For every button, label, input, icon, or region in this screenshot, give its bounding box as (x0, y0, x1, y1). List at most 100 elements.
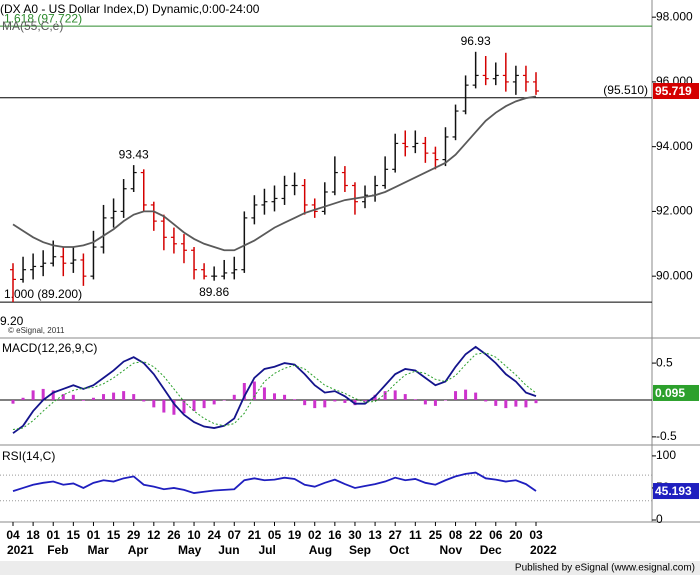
histogram-bar (484, 399, 488, 402)
histogram-bar (343, 399, 347, 403)
histogram-bar (413, 399, 417, 400)
series-line (12, 95, 537, 252)
x-month-label: Mar (87, 543, 109, 557)
last-value-label: 45.193 (655, 484, 692, 498)
histogram-bar (524, 399, 528, 408)
histogram-bar (363, 399, 367, 402)
legend-entry: RSI(14,C) (2, 449, 55, 463)
histogram-bar (122, 391, 126, 400)
x-tick-label: 25 (429, 528, 443, 542)
x-month-label: May (178, 543, 202, 557)
histogram-bar (202, 399, 206, 409)
histogram-bar (102, 394, 106, 400)
histogram-bar (21, 397, 25, 400)
series-line (12, 345, 537, 434)
x-tick-label: 06 (489, 528, 503, 542)
x-tick-label: 05 (268, 528, 282, 542)
x-tick-label: 16 (328, 528, 342, 542)
x-tick-label: 12 (147, 528, 161, 542)
histogram-bar (474, 392, 478, 400)
y-tick-label: 100 (656, 448, 676, 462)
x-tick-label: 29 (127, 528, 141, 542)
histogram-bar (293, 399, 297, 400)
x-tick-label: 21 (248, 528, 262, 542)
histogram-bar (383, 391, 387, 400)
y-tick-label: 90.000 (656, 268, 693, 282)
histogram-bar (313, 399, 317, 409)
level-label: (95.510) (603, 83, 648, 97)
y-tick-label: 0.5 (656, 355, 673, 369)
histogram-bar (232, 394, 236, 400)
histogram-bar (423, 399, 427, 405)
histogram-bar (91, 397, 95, 400)
cut-label: 9.20 (0, 314, 24, 328)
x-tick-label: 08 (449, 528, 463, 542)
footer-bar (0, 561, 700, 575)
footer: Published by eSignal (www.esignal.com) (515, 563, 695, 574)
x-tick-label: 13 (368, 528, 382, 542)
histogram-bar (242, 383, 246, 400)
last-value-box (653, 384, 699, 401)
histogram-bar (162, 399, 166, 413)
x-month-label: 2022 (530, 543, 557, 557)
histogram-bar (172, 399, 176, 415)
chart-title: (DX A0 - US Dollar Index,D) Dynamic,0:00… (0, 2, 260, 16)
swing-label: 89.86 (199, 285, 229, 299)
last-value-label: 0.095 (655, 386, 685, 400)
y-tick-label: 92.000 (656, 204, 693, 218)
histogram-bar (393, 390, 397, 400)
x-tick-label: 04 (6, 528, 20, 542)
x-month-label: Jun (218, 543, 239, 557)
last-value-label: 95.719 (655, 84, 692, 98)
x-month-label: Sep (349, 543, 371, 557)
histogram-bar (192, 399, 196, 412)
histogram-bar (71, 394, 75, 400)
histogram-bar (433, 399, 437, 406)
x-tick-label: 03 (529, 528, 543, 542)
y-tick-label: 0 (656, 512, 663, 526)
histogram-bar (142, 399, 146, 402)
histogram-bar (262, 387, 266, 400)
histogram-bar (504, 399, 508, 409)
x-tick-label: 01 (87, 528, 101, 542)
histogram-bar (31, 390, 35, 400)
histogram-bar (41, 388, 45, 400)
swing-label: 93.43 (119, 147, 149, 161)
histogram-bar (182, 399, 186, 414)
histogram-bar (51, 390, 55, 400)
level-label: 1.000 (89.200) (4, 287, 82, 301)
histogram-bar (403, 394, 407, 400)
series-line (12, 352, 537, 430)
x-tick-label: 24 (207, 528, 221, 542)
x-tick-label: 20 (509, 528, 523, 542)
x-tick-label: 11 (409, 528, 422, 542)
swing-label: 96.93 (461, 34, 491, 48)
histogram-bar (61, 394, 65, 400)
histogram-bar (212, 399, 216, 405)
x-month-label: Aug (309, 543, 332, 557)
legend-entry: MACD(12,26,9,C) (2, 341, 97, 355)
histogram-bar (81, 399, 85, 401)
x-tick-label: 19 (288, 528, 302, 542)
histogram-bar (152, 399, 156, 408)
histogram-bar (252, 381, 256, 400)
y-tick-label: 94.000 (656, 139, 693, 153)
x-tick-label: 27 (389, 528, 403, 542)
level-label: 1.618 (97.722) (4, 11, 82, 25)
series-line (12, 471, 537, 494)
histogram-bar (464, 389, 468, 400)
histogram-bar (283, 394, 287, 400)
legend-entry: MA(55,C,e) (2, 19, 63, 33)
histogram-bar (494, 399, 498, 406)
x-tick-label: 30 (348, 528, 362, 542)
histogram-bar (333, 399, 337, 402)
watermark: © eSignal, 2011 (8, 326, 65, 335)
last-value-box (653, 83, 699, 100)
histogram-bar (222, 399, 226, 401)
histogram-bar (11, 399, 15, 404)
histogram-bar (454, 391, 458, 400)
x-tick-label: 02 (308, 528, 322, 542)
histogram-bar (112, 392, 116, 400)
